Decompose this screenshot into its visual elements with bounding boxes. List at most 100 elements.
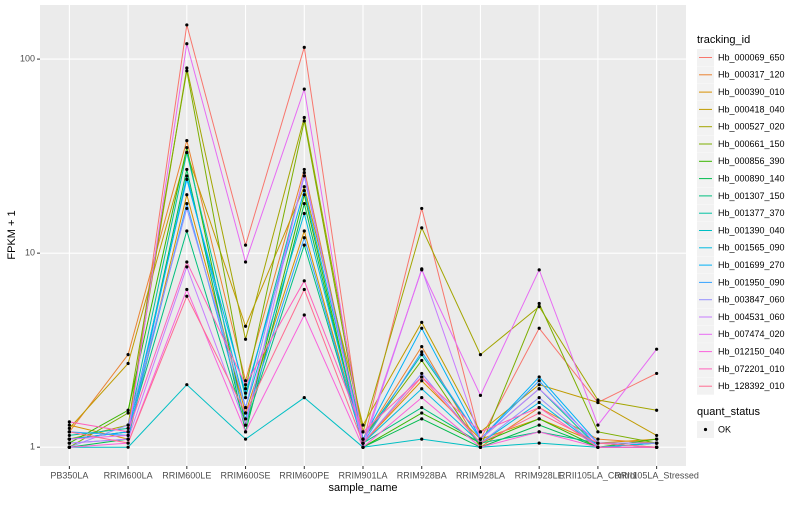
x-tick-label: PB350LA — [50, 470, 88, 480]
data-point — [67, 420, 71, 424]
legend-label: Hb_001950_090 — [718, 277, 785, 287]
data-point — [302, 211, 306, 216]
data-point — [537, 396, 541, 400]
data-point — [361, 445, 365, 449]
data-point — [420, 387, 424, 391]
data-point — [655, 433, 659, 438]
x-tick-label: RRIM901LA — [338, 470, 387, 480]
data-point — [302, 279, 306, 283]
legend-label: Hb_000661_150 — [718, 139, 785, 149]
legend-label: Hb_000418_040 — [718, 104, 785, 114]
data-point — [243, 243, 248, 247]
data-point — [420, 358, 424, 363]
data-point — [126, 445, 130, 449]
data-point — [67, 445, 71, 449]
data-point — [537, 326, 541, 330]
legend-swatch — [703, 427, 708, 432]
x-tick-label: RRII105LA_Control — [559, 470, 637, 480]
data-point — [596, 441, 600, 445]
data-point — [126, 430, 130, 434]
legend-label: Hb_012150_040 — [718, 346, 785, 356]
x-tick-label: RRIM928LA — [456, 470, 505, 480]
data-point — [185, 177, 189, 181]
data-point — [243, 387, 248, 391]
data-point — [185, 167, 189, 172]
data-point — [302, 396, 306, 400]
data-point — [361, 437, 365, 441]
data-point — [302, 229, 306, 233]
data-point — [67, 433, 71, 438]
legend-label: Hb_007474_020 — [718, 329, 785, 339]
data-point — [420, 417, 424, 421]
data-point — [243, 324, 248, 328]
data-point — [126, 408, 130, 412]
data-point — [185, 294, 189, 298]
legend-label: Hb_000856_390 — [718, 156, 785, 166]
data-point — [420, 353, 424, 357]
data-point — [243, 391, 248, 395]
data-point — [185, 150, 189, 155]
data-point — [126, 433, 130, 438]
y-axis-title: FPKM + 1 — [6, 210, 18, 259]
data-point — [243, 379, 248, 383]
data-point — [243, 337, 248, 341]
data-point — [537, 301, 541, 306]
x-tick-label: RRIM600SE — [221, 470, 271, 480]
data-point — [420, 226, 424, 230]
x-tick-label: RRIM600PE — [279, 470, 329, 480]
data-point — [420, 206, 424, 211]
y-tick-label: 1 — [30, 442, 35, 452]
data-point — [361, 423, 365, 427]
data-point — [302, 115, 306, 120]
data-point — [420, 405, 424, 410]
legend-label: Hb_000069_650 — [718, 52, 785, 62]
data-point — [302, 202, 306, 206]
data-point — [185, 139, 189, 143]
x-axis-title: sample_name — [328, 482, 397, 494]
data-point — [302, 189, 306, 193]
data-point — [537, 405, 541, 410]
data-point — [596, 398, 600, 402]
data-point — [596, 400, 600, 405]
data-point — [420, 379, 424, 383]
data-point — [185, 229, 189, 233]
data-point — [420, 326, 424, 330]
data-point — [537, 430, 541, 434]
data-point — [185, 202, 189, 206]
legend-label: Hb_001307_150 — [718, 191, 785, 201]
data-point — [243, 260, 248, 264]
data-point — [302, 45, 306, 49]
data-point — [478, 430, 483, 434]
data-point — [243, 417, 248, 421]
data-point — [302, 167, 306, 172]
data-point — [420, 344, 424, 349]
data-point — [302, 193, 306, 197]
data-point — [67, 441, 71, 445]
legend-label: OK — [718, 424, 731, 434]
data-point — [302, 171, 306, 175]
legend-label: Hb_001377_370 — [718, 208, 785, 218]
data-point — [185, 193, 189, 197]
data-point — [655, 347, 659, 351]
data-point — [596, 437, 600, 441]
data-point — [185, 265, 189, 269]
data-point — [537, 379, 541, 383]
legend-label: Hb_001390_040 — [718, 225, 785, 235]
data-point — [185, 42, 189, 46]
data-point — [185, 260, 189, 264]
data-point — [596, 423, 600, 427]
data-point — [537, 387, 541, 391]
legend-label: Hb_004531_060 — [718, 312, 785, 322]
data-point — [420, 375, 424, 379]
data-point — [302, 119, 306, 123]
data-point — [420, 371, 424, 376]
data-point — [478, 445, 483, 449]
data-point — [243, 437, 248, 441]
data-point — [655, 441, 659, 445]
data-point — [655, 445, 659, 449]
y-tick-label: 10 — [25, 248, 35, 258]
data-point — [185, 145, 189, 150]
data-point — [243, 396, 248, 400]
legend-label: Hb_072201_010 — [718, 364, 785, 374]
